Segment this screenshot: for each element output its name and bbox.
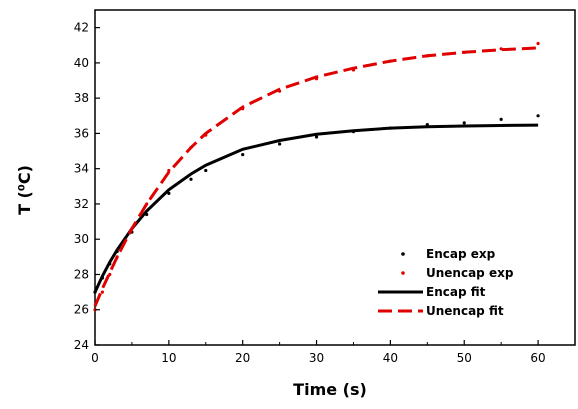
x-tick-label: 0	[91, 351, 99, 365]
legend-swatch	[401, 271, 405, 275]
data-point	[278, 142, 282, 146]
x-tick-label: 60	[530, 351, 545, 365]
data-point	[100, 290, 104, 294]
legend-label: Unencap exp	[426, 266, 514, 280]
legend-label: Encap exp	[426, 247, 496, 261]
data-point	[536, 41, 540, 46]
legend-swatch	[401, 252, 405, 256]
legend-label: Unencap fit	[426, 304, 504, 318]
data-point	[314, 135, 319, 139]
data-point	[204, 168, 208, 173]
x-tick-label: 30	[309, 351, 324, 365]
legend-item-encap-exp: Encap exp	[401, 247, 496, 261]
data-point	[189, 177, 193, 181]
y-tick-label: 38	[74, 91, 89, 105]
y-tick-label: 26	[74, 303, 89, 317]
y-axis: 24 26 28 30 32 34 36 38 40 42	[74, 21, 100, 352]
y-tick-label: 32	[74, 197, 89, 211]
x-axis-title: Time (s)	[293, 380, 367, 399]
x-tick-label: 50	[457, 351, 472, 365]
series-unencap-fit	[93, 46, 539, 307]
y-tick-label: 30	[74, 232, 89, 246]
x-tick-label: 10	[161, 351, 176, 365]
y-tick-label: 34	[74, 162, 89, 176]
data-point	[462, 121, 466, 125]
x-tick-label: 20	[235, 351, 250, 365]
legend-item-unencap-fit: Unencap fit	[378, 304, 504, 318]
legend-item-encap-fit: Encap fit	[378, 285, 486, 299]
y-tick-label: 40	[74, 56, 89, 70]
plot-area: 0 10 20 30 40 50 60 24 26 28 30 32 34 36 38 40 42	[74, 9, 576, 365]
plot-frame	[94, 9, 576, 346]
y-axis-title: T (⁰C)	[15, 165, 34, 215]
data-point	[536, 114, 540, 118]
series-encap-fit	[93, 123, 539, 293]
y-tick-label: 42	[74, 21, 89, 35]
x-axis: 0 10 20 30 40 50 60	[91, 340, 546, 365]
legend: Encap exp Unencap exp Encap fit Unencap fit	[378, 247, 514, 318]
data-point	[241, 152, 245, 157]
series-layer	[93, 41, 540, 312]
data-point	[499, 117, 503, 121]
y-tick-label: 28	[74, 267, 89, 281]
legend-item-unencap-exp: Unencap exp	[401, 266, 514, 280]
legend-label: Encap fit	[426, 285, 486, 299]
x-tick-label: 40	[383, 351, 398, 365]
y-tick-label: 24	[74, 338, 89, 352]
y-tick-label: 36	[74, 126, 89, 140]
